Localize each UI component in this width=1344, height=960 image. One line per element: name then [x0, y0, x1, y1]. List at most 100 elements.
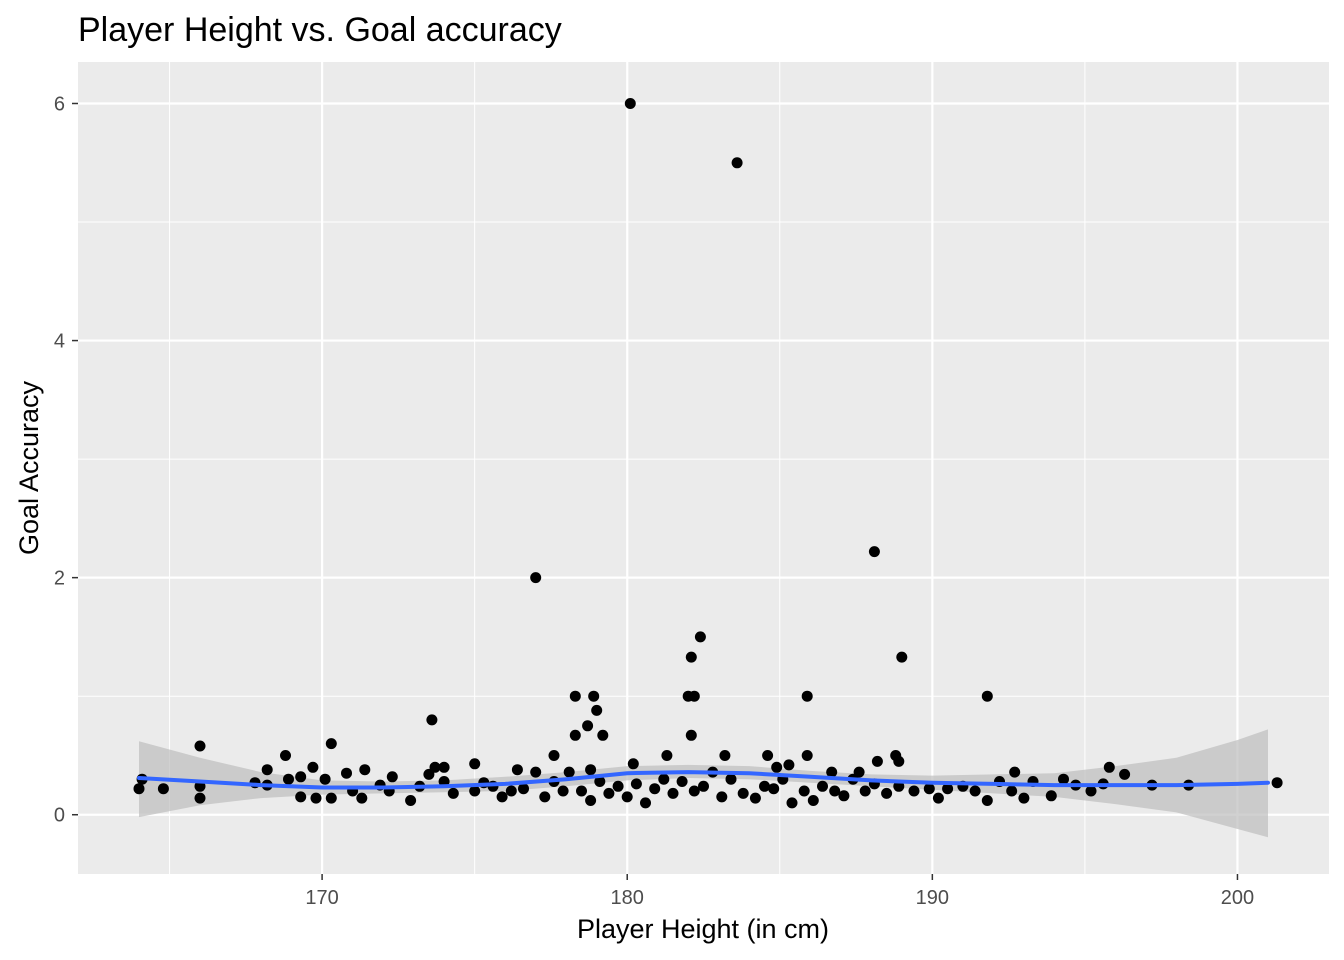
- y-tick-label: 0: [54, 805, 65, 827]
- data-point: [817, 780, 828, 792]
- data-point: [694, 631, 706, 643]
- data-point: [585, 795, 597, 806]
- data-point: [624, 98, 636, 109]
- data-point: [661, 750, 673, 761]
- data-point: [426, 714, 438, 726]
- data-point: [807, 795, 819, 806]
- data-point: [511, 764, 523, 776]
- data-point: [563, 766, 575, 778]
- data-point: [676, 776, 688, 787]
- data-point: [133, 783, 145, 795]
- data-point: [194, 792, 206, 804]
- axes: 170 180 190 200 0 2 4 6: [54, 93, 1254, 909]
- data-point: [871, 755, 883, 767]
- minor-gridlines: [78, 62, 1329, 874]
- x-tick-label: 190: [916, 887, 949, 909]
- data-point: [588, 690, 600, 702]
- y-tick-label: 2: [54, 568, 65, 590]
- data-point: [530, 766, 542, 778]
- data-point: [658, 773, 670, 785]
- data-point: [585, 764, 597, 776]
- data-point: [893, 755, 905, 767]
- data-point: [386, 771, 398, 783]
- x-tick-label: 200: [1221, 887, 1254, 909]
- data-point: [295, 771, 307, 783]
- data-point: [1045, 790, 1057, 802]
- data-point: [557, 785, 569, 797]
- data-point: [518, 783, 529, 795]
- data-point: [698, 780, 709, 792]
- data-point: [591, 704, 603, 716]
- data-point: [630, 778, 642, 790]
- data-point: [1018, 792, 1030, 804]
- data-point: [341, 767, 352, 779]
- data-point: [261, 764, 273, 776]
- data-point: [801, 690, 813, 702]
- y-axis-title: Goal Accuracy: [14, 380, 44, 555]
- data-point: [295, 791, 307, 803]
- data-point: [582, 720, 594, 732]
- data-point: [283, 773, 294, 785]
- data-point: [749, 792, 761, 804]
- data-point: [685, 651, 697, 663]
- data-point: [194, 740, 206, 752]
- data-point: [310, 792, 322, 804]
- data-point: [447, 787, 459, 799]
- data-point: [539, 791, 551, 803]
- data-point: [731, 157, 743, 169]
- data-point: [762, 750, 774, 761]
- data-point: [548, 750, 560, 761]
- data-point: [688, 785, 700, 797]
- y-tick-label: 6: [54, 93, 65, 115]
- data-point: [896, 651, 908, 663]
- data-point: [621, 791, 633, 803]
- data-point: [307, 761, 319, 773]
- data-point: [356, 792, 368, 804]
- data-point: [826, 766, 838, 778]
- data-point: [1103, 761, 1115, 773]
- data-point: [496, 791, 508, 803]
- data-point: [325, 792, 337, 804]
- data-point: [530, 572, 542, 584]
- data-point: [838, 790, 850, 802]
- data-point: [438, 761, 450, 773]
- major-gridlines: [78, 62, 1329, 874]
- data-point: [469, 758, 481, 770]
- data-point: [716, 791, 728, 803]
- smooth-line: [137, 770, 1270, 790]
- x-tick-label: 170: [305, 887, 338, 909]
- data-point: [405, 795, 417, 806]
- data-point: [667, 787, 679, 799]
- y-tick-label: 4: [54, 331, 65, 353]
- data-point: [786, 797, 798, 809]
- x-tick-label: 180: [611, 887, 644, 909]
- data-point: [1058, 773, 1069, 785]
- data-point: [688, 690, 700, 702]
- data-point: [685, 729, 697, 741]
- smooth-fit-line: [137, 770, 1270, 790]
- data-point: [359, 764, 371, 776]
- data-point: [603, 787, 615, 799]
- data-point: [576, 785, 587, 797]
- data-point: [725, 773, 737, 785]
- data-point: [783, 759, 795, 771]
- data-point: [469, 785, 481, 797]
- data-point: [737, 787, 749, 799]
- data-point: [859, 785, 871, 797]
- data-point: [1006, 785, 1018, 797]
- x-axis-title: Player Height (in cm): [577, 914, 829, 944]
- data-point: [908, 785, 920, 797]
- data-point: [719, 750, 731, 761]
- data-point: [423, 768, 435, 780]
- data-point: [1085, 785, 1097, 797]
- data-point: [1119, 768, 1131, 780]
- data-point: [649, 783, 661, 795]
- data-point: [325, 738, 337, 750]
- data-point: [932, 792, 944, 804]
- data-point: [640, 797, 651, 809]
- data-point: [768, 783, 780, 795]
- data-point: [627, 758, 639, 770]
- data-point: [505, 785, 517, 797]
- plot-panel: [78, 62, 1329, 874]
